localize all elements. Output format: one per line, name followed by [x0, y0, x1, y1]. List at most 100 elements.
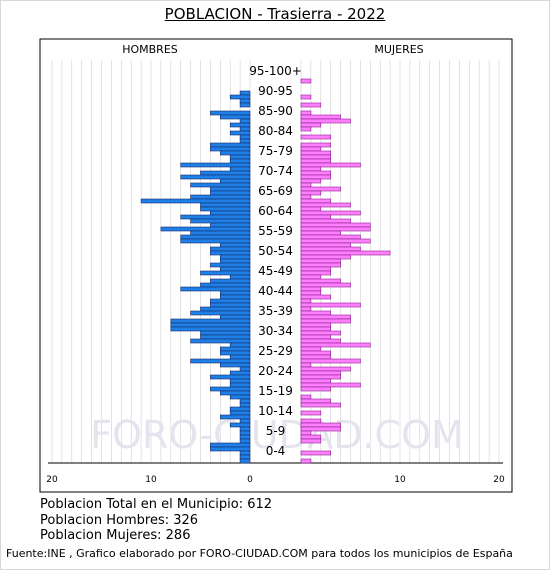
age-label-70-74: 70-74 [258, 164, 293, 178]
women-bar-age-24 [300, 362, 312, 368]
women-bar-age-23 [300, 366, 351, 372]
women-bar-age-14 [300, 402, 341, 408]
women-bar-age-15 [300, 398, 332, 404]
men-bar-age-69 [190, 182, 251, 188]
population-pyramid-chart: FORO-CIUDAD.COM HOMBRES MUJERES 95-100+9… [39, 38, 513, 493]
women-bar-age-89 [300, 102, 322, 108]
men-bar-age-34 [170, 322, 251, 328]
men-bar-age-80 [239, 138, 251, 144]
women-bar-age-95 [300, 78, 312, 84]
men-bar-age-72 [200, 170, 251, 176]
age-label-90-95: 90-95 [258, 84, 293, 98]
men-bar-age-48 [220, 266, 251, 272]
men-bar-age-66 [190, 194, 251, 200]
men-bar-age-33 [170, 326, 251, 332]
women-bar-age-68 [300, 186, 341, 192]
women-bar-age-25 [300, 358, 361, 364]
total-population: Poblacion Total en el Municipio: 612 [40, 497, 273, 512]
men-bar-age-3 [210, 446, 251, 452]
left-header: HOMBRES [122, 43, 178, 56]
men-bar-age-63 [200, 206, 251, 212]
watermark: FORO-CIUDAD.COM [90, 413, 464, 457]
women-bar-age-39 [300, 302, 361, 308]
age-label-45-49: 45-49 [258, 264, 293, 278]
age-label-10-14: 10-14 [258, 404, 293, 418]
age-label-30-34: 30-34 [258, 324, 293, 338]
women-bar-age-12 [300, 410, 322, 416]
men-bar-age-90 [239, 98, 251, 104]
women-bar-age-57 [300, 230, 341, 236]
women-bar-age-27 [300, 350, 332, 356]
men-bar-age-61 [180, 214, 251, 220]
men-bar-age-43 [180, 286, 251, 292]
men-bar-age-68 [210, 186, 251, 192]
men-bar-age-6 [239, 434, 251, 440]
right-header: MUJERES [374, 43, 423, 56]
men-bar-age-40 [210, 298, 251, 304]
women-bar-age-78 [300, 146, 322, 152]
age-label-75-79: 75-79 [258, 144, 293, 158]
men-bar-age-11 [220, 414, 251, 420]
men-bar-age-31 [200, 334, 251, 340]
x-tick-label: 0 [247, 475, 253, 485]
men-bar-age-10 [239, 418, 251, 424]
women-bar-age-62 [300, 210, 361, 216]
men-bar-age-50 [220, 258, 251, 264]
women-bar-age-72 [300, 170, 332, 176]
men-bar-age-54 [220, 242, 251, 248]
men-bar-age-87 [210, 110, 251, 116]
women-bar-age-45 [300, 278, 341, 284]
women-bar-age-31 [300, 334, 332, 340]
men-bar-age-70 [220, 178, 251, 184]
men-bar-age-14 [239, 402, 251, 408]
women-bar-age-61 [300, 214, 332, 220]
men-bar-age-51 [220, 254, 251, 260]
women-bar-age-38 [300, 306, 312, 312]
men-bar-age-46 [229, 274, 251, 280]
chart-title: POBLACION - Trasierra - 2022 [164, 5, 386, 23]
women-bar-age-34 [300, 322, 332, 328]
age-label-20-24: 20-24 [258, 364, 293, 378]
men-bar-age-84 [229, 122, 251, 128]
men-bar-age-52 [210, 250, 251, 256]
women-bar-age-50 [300, 258, 341, 264]
men-population: Poblacion Hombres: 326 [40, 513, 199, 528]
women-bar-age-87 [300, 110, 312, 116]
x-tick-label: 10 [145, 475, 157, 485]
men-bar-age-81 [239, 134, 251, 140]
x-tick-label: 20 [46, 475, 58, 485]
men-bar-age-92 [239, 90, 251, 96]
women-bar-age-69 [300, 182, 312, 188]
women-bar-age-64 [300, 202, 351, 208]
women-bar-age-85 [300, 118, 351, 124]
x-tick-label: 10 [394, 475, 406, 485]
men-bar-age-86 [220, 114, 251, 120]
men-bar-age-45 [210, 278, 251, 284]
age-label-40-44: 40-44 [258, 284, 293, 298]
men-bar-age-32 [200, 330, 251, 336]
women-bar-age-70 [300, 178, 322, 184]
age-label-85-90: 85-90 [258, 104, 293, 118]
women-bar-age-75 [300, 158, 332, 164]
men-bar-age-56 [180, 234, 251, 240]
women-bar-age-66 [300, 194, 312, 200]
age-label-5-9: 5-9 [266, 424, 286, 438]
men-bar-age-71 [180, 174, 251, 180]
women-bar-age-32 [300, 330, 341, 336]
women-bar-age-86 [300, 114, 341, 120]
men-bar-age-67 [210, 190, 251, 196]
men-bar-age-83 [239, 126, 251, 132]
men-bar-age-4 [210, 442, 251, 448]
women-bar-age-48 [300, 266, 332, 272]
women-bar-age-8 [300, 426, 341, 432]
women-bar-age-65 [300, 198, 332, 204]
age-label-35-39: 35-39 [258, 304, 293, 318]
men-bar-age-57 [190, 230, 251, 236]
women-bars [300, 78, 391, 464]
women-bar-age-35 [300, 318, 351, 324]
women-bar-age-33 [300, 326, 332, 332]
men-bar-age-30 [190, 338, 251, 344]
women-bar-age-91 [300, 94, 312, 100]
men-bar-age-64 [200, 202, 251, 208]
women-bar-age-36 [300, 314, 351, 320]
